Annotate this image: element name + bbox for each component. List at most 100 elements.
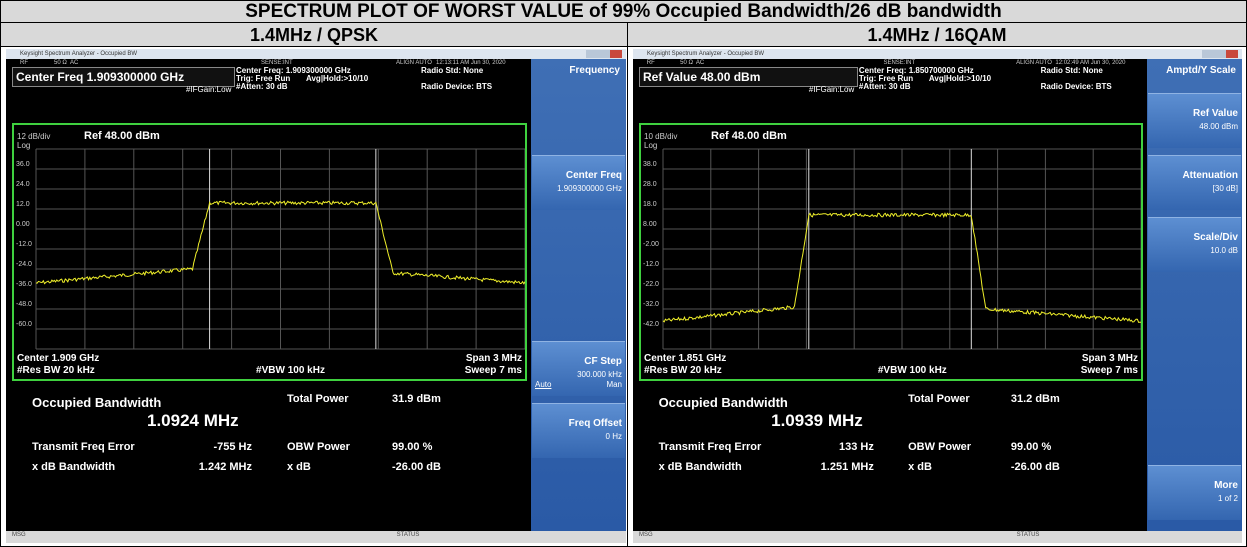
softkey-label: More bbox=[1214, 480, 1238, 491]
y-scale-label: -32.0 bbox=[643, 301, 659, 308]
softkey[interactable]: Scale/Div 10.0 dB bbox=[1148, 217, 1241, 272]
vbw-label: #VBW 100 kHz bbox=[878, 365, 947, 376]
y-scale-label: 28.0 bbox=[643, 181, 657, 188]
y-scale-label: -24.0 bbox=[16, 261, 32, 268]
setup-info: Avg|Hold:>10/10 bbox=[929, 75, 991, 83]
softkey-value: 1 of 2 bbox=[1218, 494, 1238, 503]
softkey-value: 1.909300000 GHz bbox=[557, 184, 622, 193]
status-label: STATUS bbox=[397, 532, 420, 538]
window-title: Keysight Spectrum Analyzer - Occupied BW bbox=[20, 49, 137, 59]
y-scale-label: 0.00 bbox=[16, 221, 30, 228]
result-label: x dB Bandwidth bbox=[32, 461, 115, 473]
softkey-label: Freq Offset bbox=[569, 418, 622, 429]
result-value: 31.9 dBm bbox=[392, 393, 441, 405]
result-label: Occupied Bandwidth bbox=[32, 395, 161, 410]
result-label: OBW Power bbox=[908, 441, 971, 453]
rbw-label: #Res BW 20 kHz bbox=[644, 365, 722, 376]
result-label: Total Power bbox=[908, 393, 970, 405]
msg-label: MSG bbox=[639, 532, 653, 538]
if-gain: #IFGain:Low bbox=[809, 86, 854, 94]
window-title-bar: Keysight Spectrum Analyzer - Occupied BW bbox=[6, 49, 626, 59]
softkey[interactable]: Attenuation[30 dB] bbox=[1148, 155, 1241, 210]
status-field: 50 Ω bbox=[680, 59, 693, 67]
spectrum-plot bbox=[641, 125, 1141, 355]
softkey[interactable]: Freq Offset 0 Hz bbox=[532, 403, 625, 458]
setup-info: #Atten: 30 dB bbox=[859, 83, 911, 91]
result-label: Transmit Freq Error bbox=[659, 441, 762, 453]
y-scale-label: -36.0 bbox=[16, 281, 32, 288]
center-label: Center 1.909 GHz bbox=[17, 353, 99, 364]
setup-info: Avg|Hold:>10/10 bbox=[306, 75, 368, 83]
result-value: 1.242 MHz bbox=[199, 461, 252, 473]
radio-info: Radio Std: None bbox=[421, 67, 483, 75]
softkey-label: Scale/Div bbox=[1194, 232, 1238, 243]
status-field: RF bbox=[647, 59, 655, 67]
menu-title: Amptd/Y Scale bbox=[1147, 65, 1236, 76]
rbw-label: #Res BW 20 kHz bbox=[17, 365, 95, 376]
status-field: AC bbox=[696, 59, 704, 67]
result-value: -755 Hz bbox=[213, 441, 252, 453]
spectrum-plot bbox=[14, 125, 525, 355]
page: SPECTRUM PLOT OF WORST VALUE of 99% Occu… bbox=[0, 0, 1247, 547]
result-value: 99.00 % bbox=[392, 441, 432, 453]
vbw-label: #VBW 100 kHz bbox=[256, 365, 325, 376]
menu-title: Frequency bbox=[531, 65, 620, 76]
analyzer-screen: Keysight Spectrum Analyzer - Occupied BW… bbox=[633, 49, 1242, 543]
status-field: RF bbox=[20, 59, 28, 67]
softkey-column: Amptd/Y Scale Ref Value48.00 dBm Attenuati… bbox=[1147, 59, 1242, 531]
results-area: Occupied Bandwidth1.0939 MHz Total Power 3… bbox=[639, 385, 1143, 531]
y-scale-label: 8.00 bbox=[643, 221, 657, 228]
result-value: 133 Hz bbox=[839, 441, 874, 453]
y-scale-label: 36.0 bbox=[16, 161, 30, 168]
softkey-value: 0 Hz bbox=[606, 432, 622, 441]
status-label: STATUS bbox=[1017, 532, 1040, 538]
result-value: 1.0924 MHz bbox=[147, 411, 239, 431]
softkey-label: Attenuation bbox=[1182, 170, 1238, 181]
analyzer-screen: Keysight Spectrum Analyzer - Occupied BW… bbox=[6, 49, 626, 543]
result-value: 1.0939 MHz bbox=[771, 411, 863, 431]
radio-info: Radio Std: None bbox=[1041, 67, 1103, 75]
softkey-option: Auto bbox=[535, 380, 551, 389]
softkey-value: 300.000 kHz bbox=[577, 370, 622, 379]
panel-heading: 1.4MHz / QPSK bbox=[0, 22, 628, 47]
y-scale-label: 18.0 bbox=[643, 201, 657, 208]
status-bar: MSG STATUS bbox=[633, 531, 1242, 543]
result-value: 31.2 dBm bbox=[1011, 393, 1060, 405]
result-label: x dB bbox=[287, 461, 311, 473]
window-buttons bbox=[586, 50, 622, 58]
result-label: x dB Bandwidth bbox=[659, 461, 742, 473]
y-scale-label: -48.0 bbox=[16, 301, 32, 308]
softkey[interactable]: More 1 of 2 bbox=[1148, 465, 1241, 520]
softkey[interactable]: Center Freq 1.909300000 GHz bbox=[532, 155, 625, 210]
active-function: Center Freq 1.909300000 GHz bbox=[12, 67, 235, 87]
result-value: -26.00 dB bbox=[1011, 461, 1060, 473]
result-label: OBW Power bbox=[287, 441, 350, 453]
y-scale-label: 12.0 bbox=[16, 201, 30, 208]
softkey-label: Center Freq bbox=[566, 170, 622, 181]
result-value: 1.251 MHz bbox=[821, 461, 874, 473]
result-label: x dB bbox=[908, 461, 932, 473]
setup-info: #Atten: 30 dB bbox=[236, 83, 288, 91]
radio-info: Radio Device: BTS bbox=[1041, 83, 1112, 91]
y-scale-label: -42.0 bbox=[643, 321, 659, 328]
result-value: -26.00 dB bbox=[392, 461, 441, 473]
y-scale-label: -22.0 bbox=[643, 281, 659, 288]
result-value: 99.00 % bbox=[1011, 441, 1051, 453]
center-label: Center 1.851 GHz bbox=[644, 353, 726, 364]
result-label: Total Power bbox=[287, 393, 349, 405]
window-buttons bbox=[1202, 50, 1238, 58]
softkey-value: 10.0 dB bbox=[1210, 246, 1238, 255]
y-scale-label: -12.0 bbox=[16, 241, 32, 248]
sweep-label: Sweep 7 ms bbox=[1081, 365, 1138, 376]
result-label: Occupied Bandwidth bbox=[659, 395, 788, 410]
panel-heading: 1.4MHz / 16QAM bbox=[627, 22, 1247, 47]
softkey-value: 48.00 dBm bbox=[1199, 122, 1238, 131]
radio-info: Radio Device: BTS bbox=[421, 83, 492, 91]
